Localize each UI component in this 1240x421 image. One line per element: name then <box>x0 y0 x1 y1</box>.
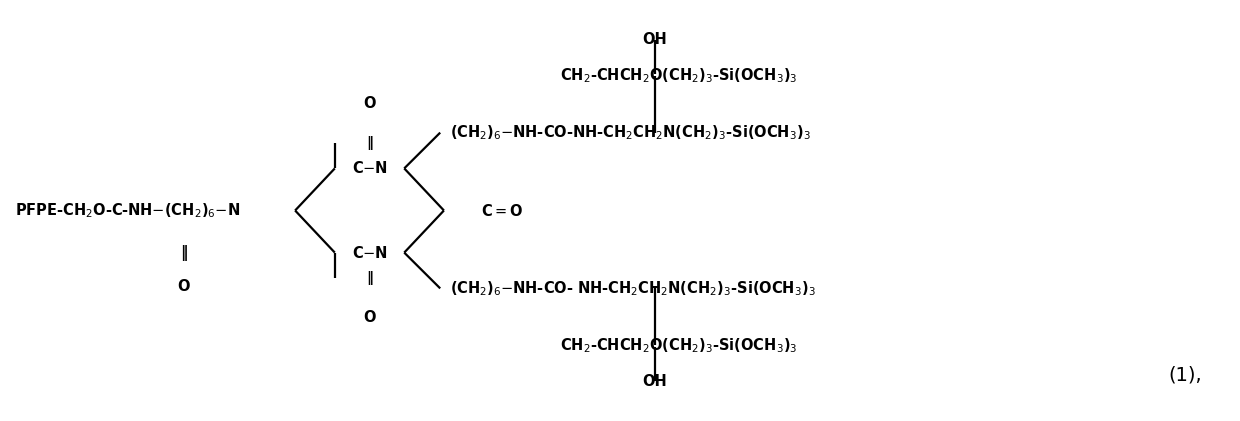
Text: O: O <box>363 96 376 111</box>
Text: C$=$O: C$=$O <box>481 203 523 218</box>
Text: OH: OH <box>642 373 667 389</box>
Text: $\mathbf{\|}$: $\mathbf{\|}$ <box>366 269 373 287</box>
Text: C$-$N: C$-$N <box>351 245 388 261</box>
Text: CH$_2$-CHCH$_2$O(CH$_2$)$_3$-Si(OCH$_3$)$_3$: CH$_2$-CHCH$_2$O(CH$_2$)$_3$-Si(OCH$_3$)… <box>560 67 799 85</box>
Text: PFPE-CH$_2$O-C-NH$-$(CH$_2$)$_6$$-$N: PFPE-CH$_2$O-C-NH$-$(CH$_2$)$_6$$-$N <box>15 201 241 220</box>
Text: (CH$_2$)$_6$$-$NH-CO- NH-CH$_2$CH$_2$N(CH$_2$)$_3$-Si(OCH$_3$)$_3$: (CH$_2$)$_6$$-$NH-CO- NH-CH$_2$CH$_2$N(C… <box>450 279 816 298</box>
Text: OH: OH <box>642 32 667 48</box>
Text: C$-$N: C$-$N <box>351 160 388 176</box>
Text: $\mathbf{\|}$: $\mathbf{\|}$ <box>366 134 373 152</box>
Text: (CH$_2$)$_6$$-$NH-CO-NH-CH$_2$CH$_2$N(CH$_2$)$_3$-Si(OCH$_3$)$_3$: (CH$_2$)$_6$$-$NH-CO-NH-CH$_2$CH$_2$N(CH… <box>450 123 811 142</box>
Text: CH$_2$-CHCH$_2$O(CH$_2$)$_3$-Si(OCH$_3$)$_3$: CH$_2$-CHCH$_2$O(CH$_2$)$_3$-Si(OCH$_3$)… <box>560 336 799 354</box>
Text: O: O <box>363 310 376 325</box>
Text: O: O <box>177 279 190 294</box>
Text: $\mathbf{\|}$: $\mathbf{\|}$ <box>180 242 187 263</box>
Text: (1),: (1), <box>1168 365 1202 384</box>
